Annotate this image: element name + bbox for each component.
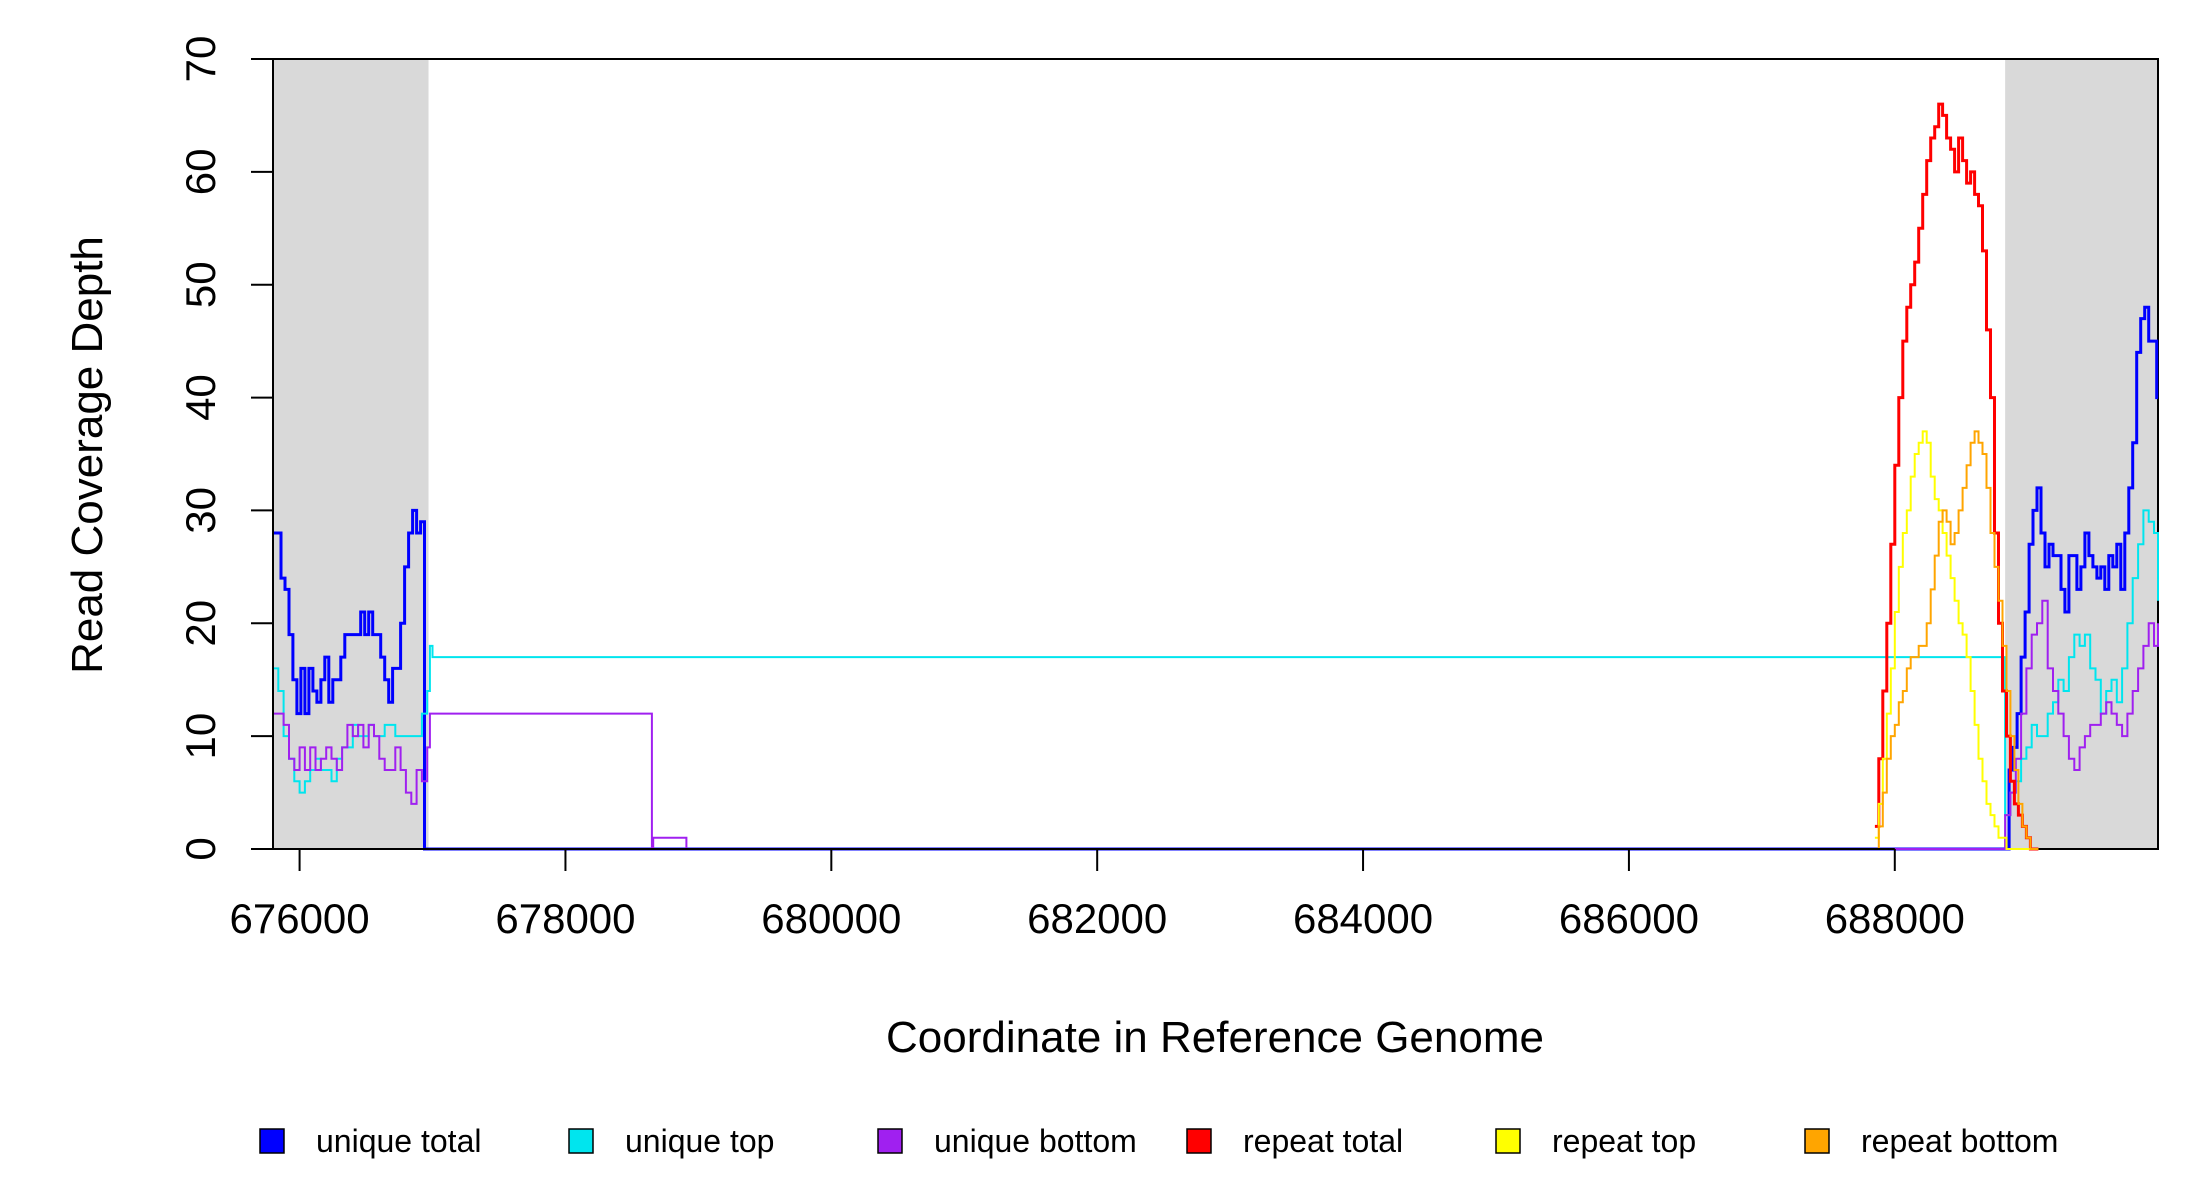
shaded-regions: [273, 59, 2158, 849]
shaded-region-1: [2005, 59, 2158, 849]
series-line-repeat-bottom: [1874, 430, 2039, 850]
x-tick-label: 682000: [1027, 895, 1167, 942]
series-line-unique-bottom: [273, 599, 2159, 850]
y-tick-label: 60: [177, 148, 224, 195]
series-line-unique-top: [273, 509, 2159, 817]
legend-swatch-unique-top: [568, 1128, 594, 1154]
x-axis-title: Coordinate in Reference Genome: [886, 1013, 1544, 1062]
x-tick-label: 688000: [1825, 895, 1965, 942]
series-line-repeat-top: [1874, 430, 2039, 850]
series-line-repeat-total: [1874, 102, 2039, 851]
y-tick-label: 10: [177, 713, 224, 760]
x-axis: 676000 678000 680000 682000 684000 686000 6880…: [230, 848, 1965, 942]
shaded-region-0: [273, 59, 429, 849]
y-axis: 0 10 20 30 40 50 60 70: [177, 36, 274, 861]
legend-label-repeat-bottom: repeat bottom: [1861, 1123, 2058, 1159]
legend-label-unique-top: unique top: [625, 1123, 774, 1159]
y-tick-label: 40: [177, 374, 224, 421]
legend-label-unique-bottom: unique bottom: [934, 1123, 1137, 1159]
x-tick-label: 686000: [1559, 895, 1699, 942]
legend-label-repeat-total: repeat total: [1243, 1123, 1403, 1159]
legend-label-repeat-top: repeat top: [1552, 1123, 1696, 1159]
legend-swatch-unique-total: [259, 1128, 285, 1154]
legend-swatch-repeat-top: [1495, 1128, 1521, 1154]
x-tick-label: 678000: [495, 895, 635, 942]
y-tick-label: 70: [177, 36, 224, 83]
legend-label-unique-total: unique total: [316, 1123, 481, 1159]
series-lines: [273, 102, 2159, 851]
legend-swatch-repeat-total: [1186, 1128, 1212, 1154]
legend-swatch-unique-bottom: [877, 1128, 903, 1154]
y-tick-label: 0: [177, 837, 224, 860]
y-tick-label: 30: [177, 487, 224, 534]
y-tick-label: 50: [177, 261, 224, 308]
series-line-unique-total: [273, 305, 2159, 851]
legend-swatch-repeat-bottom: [1804, 1128, 1830, 1154]
x-tick-label: 676000: [230, 895, 370, 942]
legend: unique total unique top unique bottom repea…: [259, 1123, 2058, 1159]
x-tick-label: 684000: [1293, 895, 1433, 942]
plot-frame: [272, 58, 2159, 850]
y-tick-label: 20: [177, 600, 224, 647]
x-tick-label: 680000: [761, 895, 901, 942]
y-axis-title: Read Coverage Depth: [63, 236, 112, 674]
